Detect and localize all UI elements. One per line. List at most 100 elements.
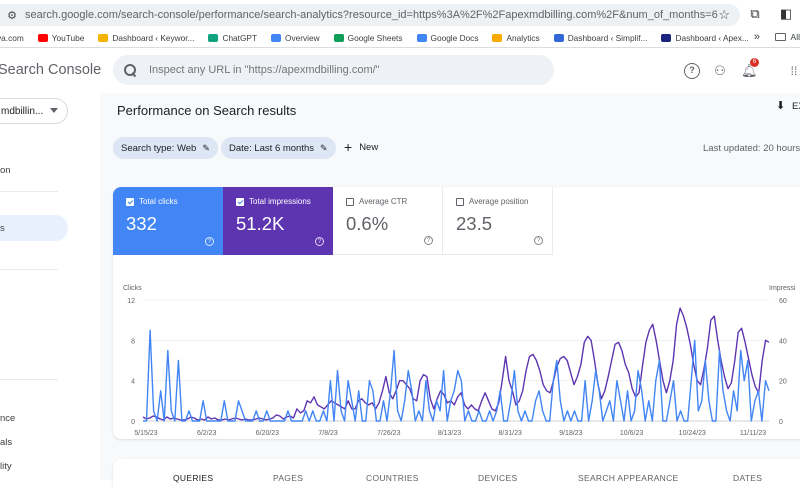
bookmark-item[interactable]: Dashboard ‹ Keywor... bbox=[98, 33, 194, 43]
all-bookmarks-button[interactable]: All bbox=[774, 32, 800, 42]
browser-toolbar: ⚙ search.google.com/search-console/perfo… bbox=[0, 0, 800, 28]
checkbox-icon[interactable] bbox=[456, 197, 464, 206]
metric-value: 23.5 bbox=[456, 213, 493, 234]
help-icon[interactable]: ? bbox=[534, 236, 543, 245]
new-filter-button[interactable]: + New bbox=[344, 139, 379, 155]
more-bookmarks-button[interactable]: » bbox=[753, 31, 760, 43]
favicon-icon bbox=[553, 33, 564, 42]
x-tick-label: 5/15/23 bbox=[134, 430, 157, 437]
sidebar-item-results[interactable]: s bbox=[0, 223, 5, 234]
favicon-icon bbox=[37, 33, 48, 42]
search-input[interactable] bbox=[149, 64, 529, 76]
tab-dates[interactable]: DATES bbox=[733, 473, 763, 483]
favicon-icon bbox=[416, 33, 427, 42]
side-panel-icon[interactable]: ◧ bbox=[779, 6, 793, 21]
metric-average-position[interactable]: Average position 23.5 ? bbox=[443, 187, 553, 255]
bookmark-item[interactable]: Google Sheets bbox=[333, 33, 403, 43]
metric-value: 0.6% bbox=[346, 213, 389, 234]
favicon-icon bbox=[208, 33, 219, 42]
favicon-icon bbox=[333, 33, 344, 42]
export-button[interactable]: EX bbox=[776, 99, 800, 112]
bookmark-item[interactable]: Dashboard ‹ Apex... bbox=[661, 33, 749, 43]
sidebar-item-usability[interactable]: lity bbox=[0, 461, 12, 472]
bookmark-item[interactable]: YouTube bbox=[37, 33, 84, 43]
user-settings-icon[interactable]: ⚇ bbox=[714, 63, 726, 78]
bookmark-item[interactable]: Dashboard ‹ Simplif... bbox=[553, 33, 647, 43]
help-icon[interactable]: ? bbox=[315, 237, 324, 246]
plus-icon: + bbox=[344, 139, 353, 155]
checkbox-icon[interactable] bbox=[126, 197, 134, 206]
x-tick-label: 6/2/23 bbox=[197, 430, 217, 437]
checkbox-icon[interactable] bbox=[346, 197, 354, 206]
download-icon bbox=[776, 99, 785, 112]
checkbox-icon[interactable] bbox=[236, 197, 244, 206]
url-inspection-search[interactable] bbox=[113, 55, 554, 85]
apps-grid-icon[interactable]: ⁞⁞ bbox=[790, 64, 798, 78]
performance-card: Total clicks 332 ? Total impressions 51.… bbox=[113, 187, 800, 439]
bookmark-item[interactable]: ChatGPT bbox=[208, 33, 257, 43]
help-icon[interactable]: ? bbox=[205, 237, 214, 246]
x-tick-label: 8/13/23 bbox=[438, 430, 461, 437]
y-axis-label: Clicks bbox=[123, 285, 142, 292]
sidebar-item-experience[interactable]: nce bbox=[0, 413, 16, 424]
bookmarks-bar: va.com YouTube Dashboard ‹ Keywor... ChatGP… bbox=[0, 28, 800, 48]
y2-tick-label: 0 bbox=[779, 419, 783, 426]
folder-icon bbox=[774, 33, 786, 41]
tab-devices[interactable]: DEVICES bbox=[478, 473, 518, 483]
address-bar[interactable]: ⚙ search.google.com/search-console/perfo… bbox=[0, 4, 740, 26]
x-tick-label: 11/11/23 bbox=[740, 430, 766, 437]
filter-search-type[interactable]: Search type: Web ✎ bbox=[113, 137, 218, 159]
extensions-icon[interactable]: ⧉ bbox=[750, 6, 760, 21]
y2-tick-label: 20 bbox=[779, 379, 787, 386]
sidebar-item-vitals[interactable]: als bbox=[0, 437, 13, 448]
divider bbox=[0, 269, 58, 270]
impressions-line bbox=[142, 307, 770, 421]
y-tick-label: 4 bbox=[131, 379, 135, 386]
bookmark-star-icon[interactable]: ☆ bbox=[718, 7, 730, 22]
sidebar-item-inspection[interactable]: on bbox=[0, 165, 11, 176]
tab-search-appearance[interactable]: SEARCH APPEARANCE bbox=[578, 473, 679, 483]
tab-queries[interactable]: QUERIES bbox=[173, 473, 214, 483]
url-text: search.google.com/search-console/perform… bbox=[25, 9, 718, 21]
performance-chart[interactable]: Clicks Impressi 0 0 4 20 8 40 12 60 5/15/23 6/2/23 6… bbox=[113, 265, 800, 437]
bookmark-item[interactable]: va.com bbox=[0, 32, 24, 43]
bookmark-item[interactable]: Overview bbox=[271, 33, 320, 43]
y2-tick-label: 60 bbox=[779, 298, 787, 305]
divider bbox=[0, 379, 58, 380]
last-updated: Last updated: 20 hours a bbox=[703, 143, 800, 154]
help-icon[interactable]: ? bbox=[684, 63, 700, 79]
metric-value: 51.2K bbox=[236, 213, 285, 234]
x-tick-label: 10/6/23 bbox=[620, 430, 643, 437]
x-tick-label: 7/26/23 bbox=[377, 430, 400, 437]
tab-countries[interactable]: COUNTRIES bbox=[366, 473, 419, 483]
favicon-icon bbox=[492, 33, 503, 42]
clicks-line bbox=[143, 329, 770, 422]
favicon-icon bbox=[98, 33, 109, 42]
app-brand[interactable]: Search Console bbox=[0, 62, 102, 78]
y-tick-label: 0 bbox=[131, 419, 135, 426]
metric-total-impressions[interactable]: Total impressions 51.2K ? bbox=[223, 187, 333, 255]
site-info-icon[interactable]: ⚙ bbox=[7, 9, 17, 22]
page-title: Performance on Search results bbox=[117, 103, 297, 118]
main-content: Performance on Search results EX Search … bbox=[100, 93, 800, 489]
bookmark-item[interactable]: Google Docs bbox=[416, 33, 478, 43]
x-tick-label: 8/31/23 bbox=[499, 430, 522, 437]
notification-badge: 6 bbox=[750, 58, 759, 67]
edit-icon: ✎ bbox=[320, 142, 328, 153]
search-icon bbox=[123, 63, 137, 77]
bookmark-item[interactable]: Analytics bbox=[492, 33, 540, 43]
favicon-icon bbox=[661, 33, 672, 42]
divider bbox=[0, 191, 58, 192]
metric-average-ctr[interactable]: Average CTR 0.6% ? bbox=[333, 187, 443, 255]
y-tick-label: 12 bbox=[127, 298, 135, 305]
app-header: Search Console ? ⚇ 🔔︎ 6 ⁞⁞ bbox=[0, 49, 800, 93]
metric-value: 332 bbox=[126, 213, 157, 234]
metric-total-clicks[interactable]: Total clicks 332 ? bbox=[113, 187, 223, 255]
property-selector[interactable]: mdbillin... bbox=[0, 98, 68, 124]
tab-pages[interactable]: PAGES bbox=[273, 473, 304, 483]
x-tick-label: 6/20/23 bbox=[256, 430, 279, 437]
filter-date[interactable]: Date: Last 6 months ✎ bbox=[221, 137, 336, 159]
help-icon[interactable]: ? bbox=[424, 236, 433, 245]
property-name: mdbillin... bbox=[1, 105, 44, 117]
sidebar: mdbillin... on s nce als lity bbox=[0, 93, 100, 480]
